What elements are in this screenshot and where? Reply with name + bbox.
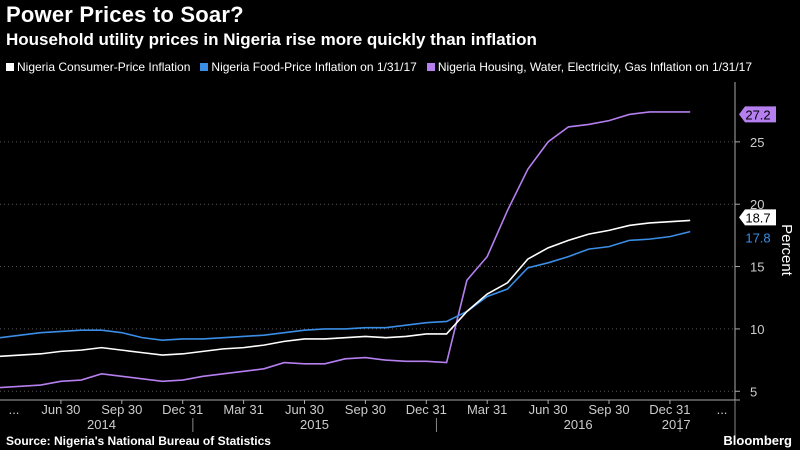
x-tick-label-7: Mar 31: [467, 402, 507, 417]
y-axis-label: Percent: [778, 224, 795, 277]
x-tick-label-4: Jun 30: [285, 402, 324, 417]
y-tick-label-20: 20: [750, 197, 764, 212]
end-label-food-group: 17.8: [745, 231, 770, 246]
x-tick-label-1: Sep 30: [101, 402, 142, 417]
series-line-1: [0, 230, 691, 341]
gridlines: [0, 141, 735, 392]
chart-subtitle: Household utility prices in Nigeria rise…: [6, 30, 537, 49]
y-tick-label-25: 25: [750, 135, 764, 150]
year-label-2017: 2017: [662, 417, 691, 432]
chart-title: Power Prices to Soar?: [6, 2, 244, 27]
legend-item-housing: Nigeria Housing, Water, Electricity, Gas…: [426, 60, 753, 74]
x-tick-label-8: Jun 30: [529, 402, 568, 417]
end-label-housing: 27.2: [745, 107, 770, 122]
axes: [0, 82, 740, 440]
year-label-2015: 2015: [300, 417, 329, 432]
x-tick-label-3: Mar 31: [223, 402, 263, 417]
legend-label-cpi: Nigeria Consumer-Price Inflation: [17, 60, 191, 74]
legend-swatch-food: [200, 63, 209, 71]
year-label-2014: 2014: [87, 417, 116, 432]
x-tick-trailing: ...: [717, 402, 728, 417]
end-label-cpi: 18.7: [745, 210, 770, 225]
series-line-2: [0, 111, 691, 389]
legend-swatch-housing: [426, 63, 435, 71]
x-tick-label-5: Sep 30: [345, 402, 386, 417]
legend-item-cpi: Nigeria Consumer-Price Inflation: [6, 60, 190, 74]
end-label-housing-box: [739, 106, 776, 123]
legend-label-housing: Nigeria Housing, Water, Electricity, Gas…: [437, 60, 753, 74]
end-label-cpi-group: 18.7: [739, 209, 776, 226]
series-lines: [0, 111, 691, 389]
year-label-2016: 2016: [564, 417, 593, 432]
y-tick-label-5: 5: [750, 384, 757, 399]
legend-swatch-cpi: [6, 63, 14, 71]
y-tick-label-15: 15: [750, 260, 764, 275]
legend-label-food: Nigeria Food-Price Inflation on 1/31/17: [211, 60, 417, 74]
tick-labels: 5 10 15 20 25 Jun 30 Sep 30 Dec 31 Mar 31 Jun 30 S…: [9, 106, 776, 432]
x-tick-label-10: Dec 31: [649, 402, 690, 417]
x-tick-label-9: Sep 30: [588, 402, 629, 417]
x-tick-label-6: Dec 31: [406, 402, 447, 417]
bloomberg-logo: Bloomberg: [723, 433, 792, 448]
x-tick-leading: ...: [9, 402, 20, 417]
end-label-cpi-box: [739, 209, 776, 226]
x-tick-label-2: Dec 31: [162, 402, 203, 417]
x-tick-label-0: Jun 30: [41, 402, 80, 417]
legend: Nigeria Consumer-Price Inflation Nigeria…: [6, 60, 752, 74]
y-tick-label-10: 10: [750, 322, 764, 337]
end-label-food: 17.8: [745, 231, 770, 246]
legend-item-food: Nigeria Food-Price Inflation on 1/31/17: [200, 60, 417, 74]
source-note: Source: Nigeria's National Bureau of Sta…: [6, 434, 271, 448]
series-line-0: [0, 219, 691, 358]
end-label-housing-group: 27.2: [739, 106, 776, 123]
